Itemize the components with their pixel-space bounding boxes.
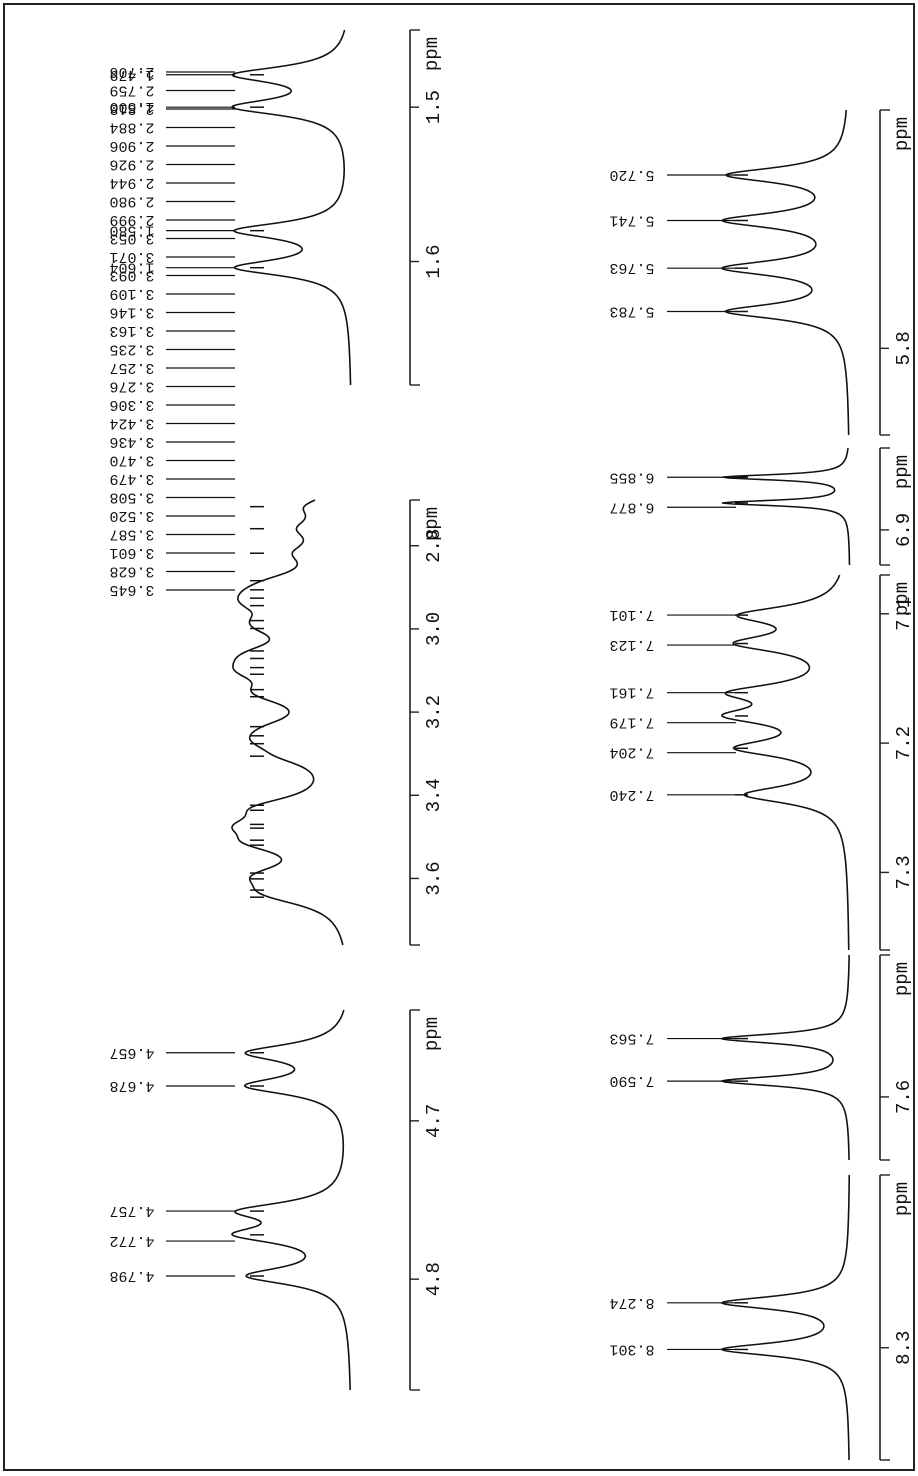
peak-label: 3.645 [109,581,154,598]
tick-label: 7.3 [893,855,915,889]
tick-label: 7.6 [893,1080,915,1114]
peak-label: 2.818 [109,100,154,117]
tick-label: 6.9 [893,513,915,547]
peak-label: 5.783 [609,303,654,320]
spectrum-panel: ppm 8.3 8.274 8.301 [609,1174,915,1461]
peak-label: 3.628 [109,563,154,580]
axis-label: ppm [891,1182,913,1216]
peak-label: 4.757 [109,1202,154,1219]
peak-label: 1.604 [109,259,154,276]
peak-label: 2.759 [109,82,154,99]
spectrum-panel: ppm 4.7 4.8 4.657 4.678 4.757 4.772 4.798 [109,1009,445,1391]
peak-label: 2.999 [109,211,154,228]
peak-label: 7.240 [609,786,654,803]
peak-label: 7.563 [609,1030,654,1047]
peak-label: 8.301 [609,1340,654,1357]
tick-label: 1.6 [423,244,445,278]
tick-label: 3.2 [423,695,445,729]
spectrum-trace [720,1174,851,1460]
peak-label: 4.657 [109,1044,154,1061]
peak-label: 6.877 [609,498,654,515]
peak-label: 4.678 [109,1077,154,1094]
axis-label: ppm [421,507,443,541]
peak-label: 3.479 [109,470,154,487]
peak-label: 3.601 [109,544,154,561]
peak-label: 3.470 [109,452,154,469]
axis-label: ppm [891,962,913,996]
peak-label: 5.741 [609,212,654,229]
spectrum-trace [231,1009,351,1391]
spectrum-trace [231,499,344,946]
tick-label: 7.2 [893,726,915,760]
peak-label: 1.479 [109,66,154,83]
spectrum-panel: ppm 6.9 6.855 6.877 [609,447,915,566]
spectrum-trace [720,109,850,436]
peak-label: 7.179 [609,714,654,731]
peak-label: 3.163 [109,322,154,339]
peak-label: 7.161 [609,684,654,701]
peak-label: 6.855 [609,468,654,485]
tick-label: 4.8 [423,1262,445,1296]
tick-label: 3.4 [423,778,445,812]
peak-label: 5.720 [609,166,654,183]
axis-label: ppm [891,117,913,151]
axis-label: ppm [891,582,913,616]
peak-label: 2.944 [109,174,154,191]
tick-label: 7.1 [893,597,915,631]
spectrum-panel: ppm2.83.03.23.43.62.7062.7592.8182.8842.… [109,63,445,946]
tick-label: 2.8 [423,529,445,563]
peak-label: 3.146 [109,304,154,321]
peak-label: 7.101 [609,606,654,623]
peak-label: 3.257 [109,359,154,376]
peak-label: 3.053 [109,230,154,247]
peak-label: 1.580 [109,222,154,239]
peak-label: 1.500 [109,98,154,115]
peak-label: 3.436 [109,433,154,450]
peak-label: 3.276 [109,378,154,395]
axis-label: ppm [891,455,913,489]
spectrum-trace [721,447,851,565]
tick-label: 4.7 [423,1104,445,1138]
peak-label: 2.926 [109,156,154,173]
axis-label: ppm [421,1017,443,1051]
peak-label: 2.706 [109,63,154,80]
peak-label: 7.123 [609,636,654,653]
peak-label: 3.071 [109,248,154,265]
tick-label: 8.3 [893,1331,915,1365]
spectrum-trace [719,955,850,1161]
peak-label: 2.980 [109,193,154,210]
page-border [3,3,915,1471]
peak-label: 5.763 [609,259,654,276]
peak-label: 2.906 [109,137,154,154]
spectrum-trace [721,574,850,950]
peak-label: 3.093 [109,267,154,284]
peak-label: 3.520 [109,507,154,524]
peak-label: 3.306 [109,396,154,413]
spectrum-trace [230,29,352,385]
tick-label: 3.6 [423,861,445,895]
spectrum-panel: ppm 5.8 5.720 5.741 5.763 5.783 [609,109,915,436]
tick-label: 5.8 [893,331,915,365]
peak-label: 3.508 [109,489,154,506]
peak-label: 3.235 [109,341,154,358]
spectrum-panel: ppm 1.5 1.6 1.479 1.500 1.580 1.604 [109,29,445,386]
axis-label: ppm [421,37,443,71]
tick-label: 1.5 [423,90,445,124]
peak-label: 3.109 [109,285,154,302]
peak-label: 4.772 [109,1232,154,1249]
peak-label: 4.798 [109,1267,154,1284]
peak-label: 3.587 [109,526,154,543]
peak-label: 2.884 [109,119,154,136]
spectrum-panel: ppm 7.6 7.563 7.590 [609,954,915,1161]
tick-label: 3.0 [423,612,445,646]
peak-label: 3.424 [109,415,154,432]
peak-label: 8.274 [609,1294,654,1311]
peak-label: 7.590 [609,1072,654,1089]
peak-label: 7.204 [609,744,654,761]
